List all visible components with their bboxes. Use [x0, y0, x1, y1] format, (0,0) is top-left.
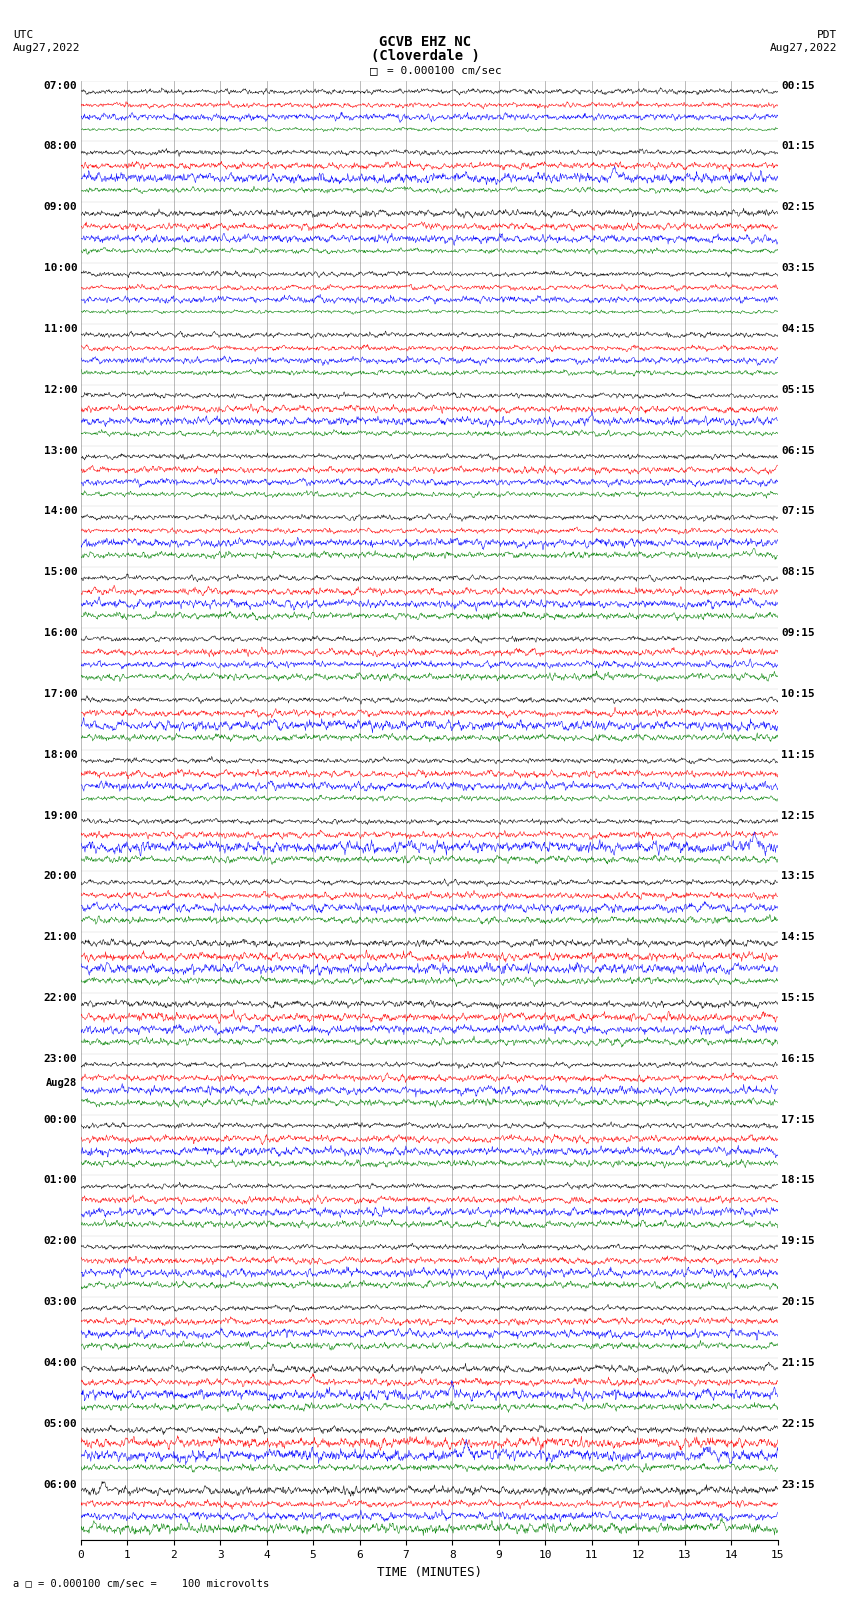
Text: 08:15: 08:15	[781, 568, 815, 577]
Text: 11:15: 11:15	[781, 750, 815, 760]
Text: 14:00: 14:00	[43, 506, 77, 516]
Text: 17:15: 17:15	[781, 1115, 815, 1124]
Text: 22:00: 22:00	[43, 994, 77, 1003]
Text: 05:00: 05:00	[43, 1419, 77, 1429]
Text: 00:15: 00:15	[781, 81, 815, 90]
Text: 11:00: 11:00	[43, 324, 77, 334]
Text: Aug27,2022: Aug27,2022	[13, 44, 80, 53]
Text: 04:00: 04:00	[43, 1358, 77, 1368]
Text: 19:15: 19:15	[781, 1236, 815, 1247]
Text: a □ = 0.000100 cm/sec =    100 microvolts: a □ = 0.000100 cm/sec = 100 microvolts	[13, 1579, 269, 1589]
Text: 08:00: 08:00	[43, 142, 77, 152]
Text: 06:00: 06:00	[43, 1479, 77, 1489]
Text: GCVB EHZ NC: GCVB EHZ NC	[379, 35, 471, 48]
Text: 02:00: 02:00	[43, 1236, 77, 1247]
Text: 22:15: 22:15	[781, 1419, 815, 1429]
Text: 03:15: 03:15	[781, 263, 815, 273]
Text: 15:15: 15:15	[781, 994, 815, 1003]
Text: 10:15: 10:15	[781, 689, 815, 698]
Text: 20:00: 20:00	[43, 871, 77, 881]
Text: □: □	[371, 65, 377, 77]
Text: 01:00: 01:00	[43, 1176, 77, 1186]
Text: 13:00: 13:00	[43, 445, 77, 455]
Text: 18:15: 18:15	[781, 1176, 815, 1186]
Text: 19:00: 19:00	[43, 810, 77, 821]
Text: 21:00: 21:00	[43, 932, 77, 942]
Text: = 0.000100 cm/sec: = 0.000100 cm/sec	[387, 66, 501, 76]
Text: 09:00: 09:00	[43, 202, 77, 213]
Text: 04:15: 04:15	[781, 324, 815, 334]
Text: Aug27,2022: Aug27,2022	[770, 44, 837, 53]
Text: 17:00: 17:00	[43, 689, 77, 698]
X-axis label: TIME (MINUTES): TIME (MINUTES)	[377, 1566, 482, 1579]
Text: 18:00: 18:00	[43, 750, 77, 760]
Text: 05:15: 05:15	[781, 386, 815, 395]
Text: 23:00: 23:00	[43, 1053, 77, 1065]
Text: 14:15: 14:15	[781, 932, 815, 942]
Text: UTC: UTC	[13, 31, 33, 40]
Text: 00:00: 00:00	[43, 1115, 77, 1124]
Text: 01:15: 01:15	[781, 142, 815, 152]
Text: 16:00: 16:00	[43, 627, 77, 639]
Text: 09:15: 09:15	[781, 627, 815, 639]
Text: 12:15: 12:15	[781, 810, 815, 821]
Text: 21:15: 21:15	[781, 1358, 815, 1368]
Text: Aug28: Aug28	[46, 1079, 77, 1089]
Text: 16:15: 16:15	[781, 1053, 815, 1065]
Text: 10:00: 10:00	[43, 263, 77, 273]
Text: 23:15: 23:15	[781, 1479, 815, 1489]
Text: 02:15: 02:15	[781, 202, 815, 213]
Text: 07:00: 07:00	[43, 81, 77, 90]
Text: 03:00: 03:00	[43, 1297, 77, 1307]
Text: (Cloverdale ): (Cloverdale )	[371, 50, 479, 63]
Text: 13:15: 13:15	[781, 871, 815, 881]
Text: 06:15: 06:15	[781, 445, 815, 455]
Text: 12:00: 12:00	[43, 386, 77, 395]
Text: 15:00: 15:00	[43, 568, 77, 577]
Text: PDT: PDT	[817, 31, 837, 40]
Text: 07:15: 07:15	[781, 506, 815, 516]
Text: 20:15: 20:15	[781, 1297, 815, 1307]
